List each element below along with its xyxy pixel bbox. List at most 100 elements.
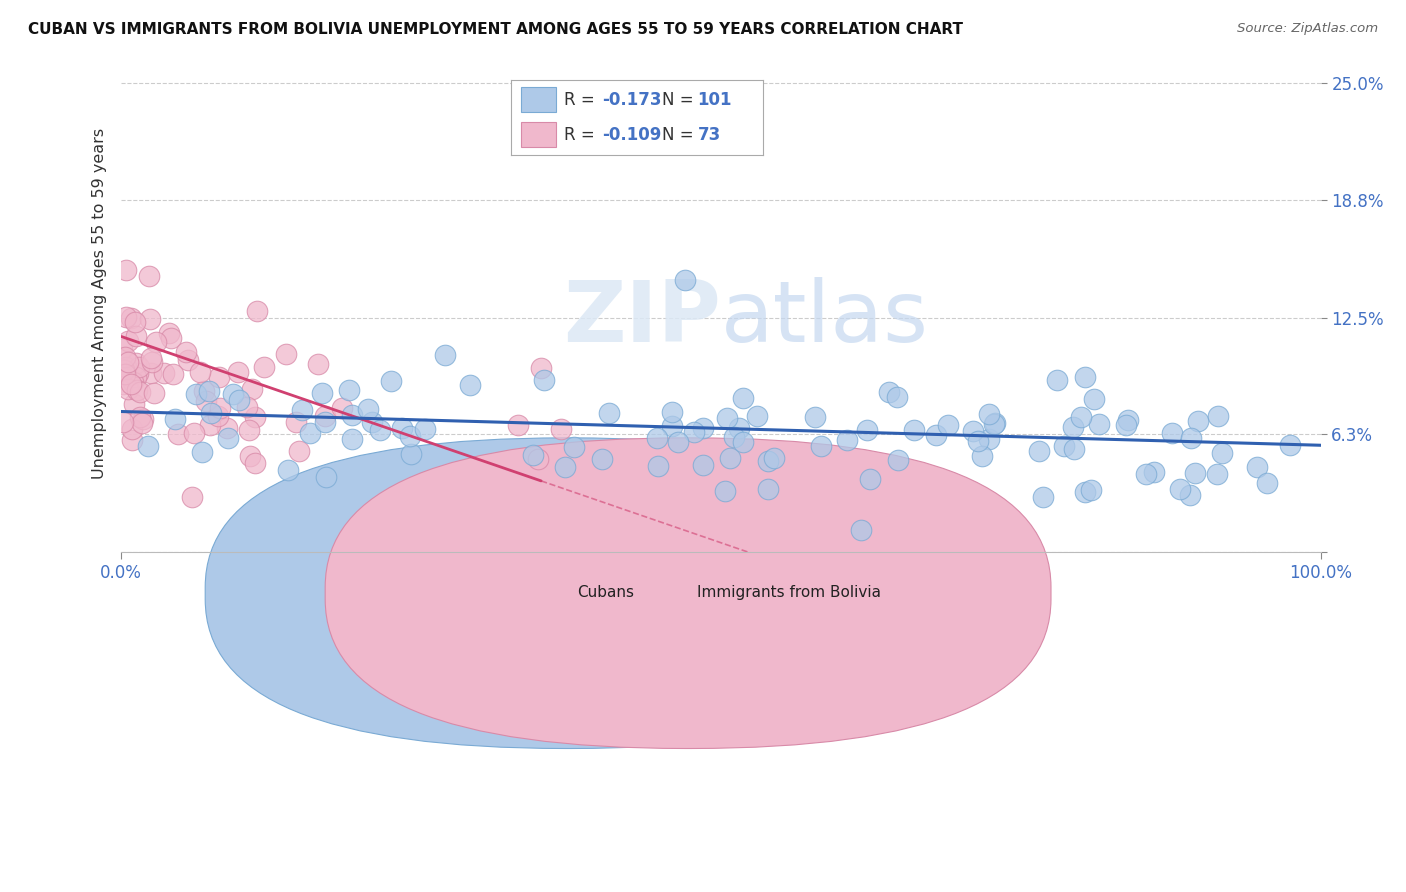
Text: Source: ZipAtlas.com: Source: ZipAtlas.com [1237,22,1378,36]
Point [330,401,353,415]
Point [112,376,135,391]
Point [115,360,138,375]
Point [745,409,768,424]
Point [166,427,188,442]
Point [756,482,779,496]
Point [1115,418,1137,433]
Point [122,397,145,411]
Point [529,361,551,376]
Point [190,445,212,459]
Point [120,310,142,325]
Y-axis label: Unemployment Among Ages 55 to 59 years: Unemployment Among Ages 55 to 59 years [93,128,107,479]
Point [311,386,333,401]
Point [114,367,136,381]
Point [733,391,755,405]
Point [647,458,669,473]
Point [506,418,529,433]
Point [274,347,297,361]
Point [1028,443,1050,458]
Text: Immigrants from Bolivia: Immigrants from Bolivia [697,585,882,600]
Point [645,431,668,445]
Point [340,408,363,422]
Point [340,432,363,446]
Point [131,417,153,431]
Point [1074,370,1097,384]
Point [193,384,215,398]
Point [1052,439,1074,453]
Point [298,425,321,440]
Point [591,451,613,466]
Point [132,411,155,425]
Point [391,420,413,434]
Point [810,439,832,453]
Point [124,329,146,343]
Point [141,354,163,368]
Point [1180,431,1202,445]
Point [733,435,755,450]
Point [138,312,160,326]
Point [1046,373,1069,387]
Point [112,363,135,377]
Point [117,382,139,396]
Point [288,443,311,458]
Point [127,366,149,380]
Point [177,352,200,367]
Point [198,418,221,433]
Point [127,384,149,398]
Point [121,421,143,435]
Point [114,350,136,364]
Point [117,334,139,349]
Point [111,342,134,356]
Point [903,423,925,437]
Point [125,356,148,370]
Text: CUBAN VS IMMIGRANTS FROM BOLIVIA UNEMPLOYMENT AMONG AGES 55 TO 59 YEARS CORRELAT: CUBAN VS IMMIGRANTS FROM BOLIVIA UNEMPLO… [28,22,963,37]
Point [666,434,689,449]
Point [380,374,402,388]
Point [243,456,266,470]
Point [314,409,336,423]
FancyBboxPatch shape [325,438,1052,748]
Point [835,433,858,447]
Point [1143,465,1166,479]
Point [141,366,163,380]
Point [714,483,737,498]
Point [554,459,576,474]
Point [194,394,217,409]
Point [1208,409,1230,424]
Point [307,357,329,371]
Text: Cubans: Cubans [576,585,634,600]
Point [121,434,143,448]
Point [970,449,993,463]
Point [886,391,908,405]
Point [692,458,714,472]
Point [208,401,231,416]
Point [253,359,276,374]
Point [243,409,266,424]
Point [337,383,360,397]
Point [399,428,422,442]
Point [1279,437,1302,451]
Point [157,326,180,340]
Point [217,431,239,445]
Point [180,490,202,504]
Point [115,263,138,277]
Point [962,424,984,438]
Point [145,334,167,349]
Point [692,421,714,435]
Text: atlas: atlas [721,277,929,360]
Point [458,377,481,392]
Point [562,440,585,454]
Point [124,315,146,329]
Point [153,366,176,380]
Point [1246,459,1268,474]
Point [221,387,243,401]
Point [207,409,229,423]
Point [804,410,827,425]
Point [1187,414,1209,428]
Point [967,434,990,449]
Point [215,421,238,435]
Point [357,402,380,417]
Point [163,411,186,425]
Point [938,418,960,433]
Point [122,376,145,390]
